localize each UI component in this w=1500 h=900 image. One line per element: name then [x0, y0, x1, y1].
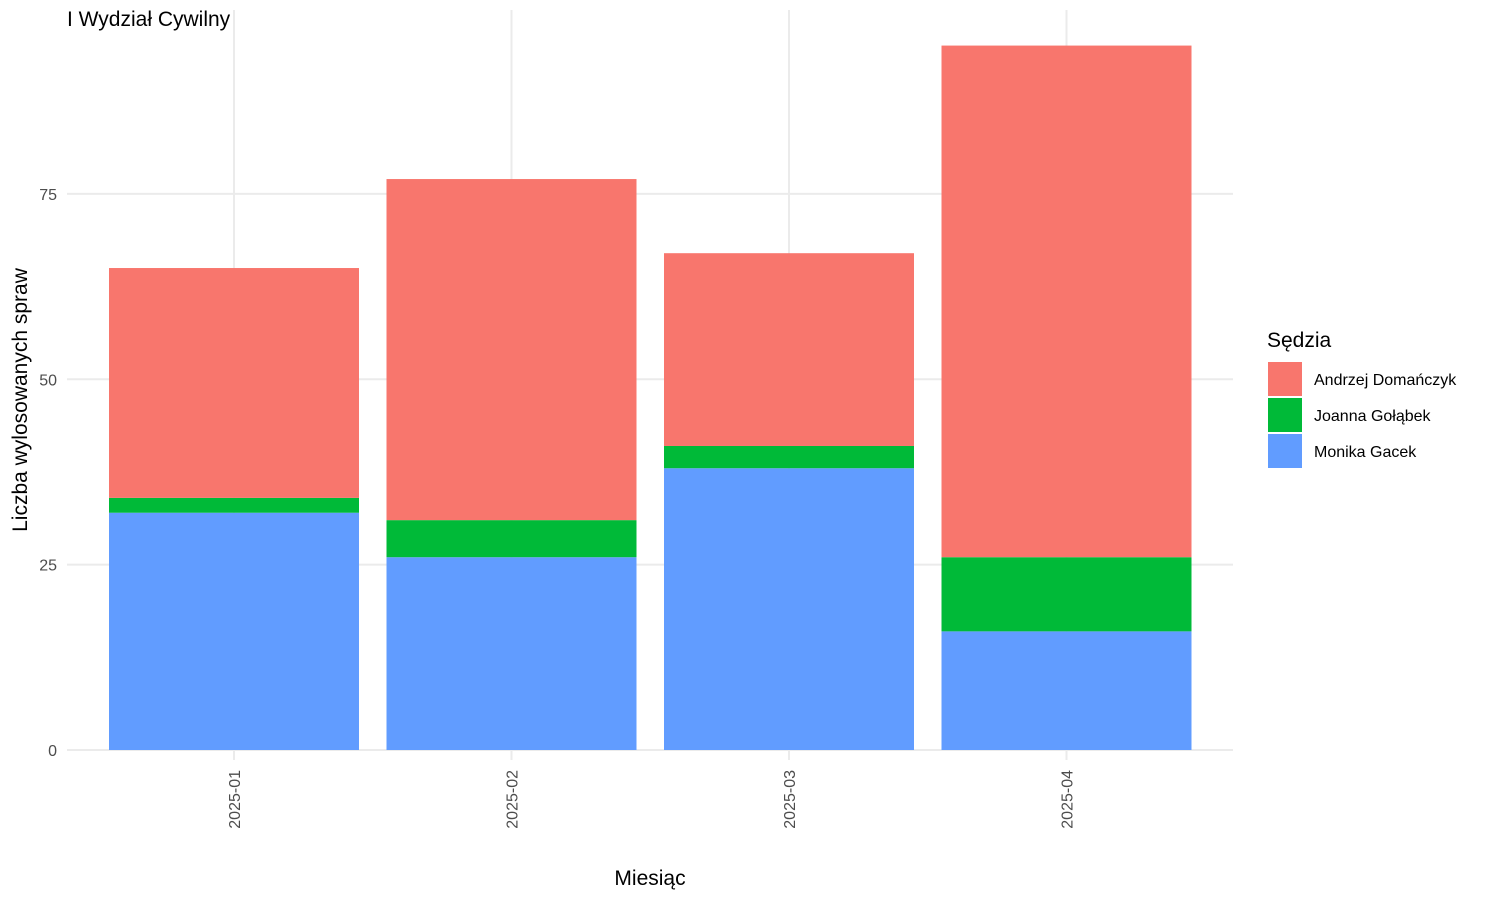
chart-title: I Wydział Cywilny [67, 8, 231, 31]
bar-segment [109, 268, 359, 498]
y-axis-ticks: 0 25 50 75 [39, 187, 57, 760]
bar-segment [664, 468, 914, 750]
legend-title: Sędzia [1267, 329, 1332, 352]
y-tick-label: 50 [39, 372, 57, 389]
bar-segment [109, 497, 359, 513]
bar-segment [109, 512, 359, 750]
bar-segment [941, 631, 1192, 750]
y-tick-label: 25 [39, 558, 57, 575]
y-tick-label: 75 [39, 187, 57, 204]
bar-segment [386, 520, 637, 558]
legend-label: Joanna Gołąbek [1314, 408, 1432, 425]
y-axis-title: Liczba wylosowanych spraw [9, 267, 32, 532]
x-axis-title: Miesiąc [614, 867, 685, 890]
bars [109, 45, 1192, 750]
bar-segment [664, 445, 914, 469]
legend-label: Andrzej Domańczyk [1314, 372, 1457, 389]
x-tick-label: 2025-01 [227, 770, 244, 829]
x-axis-ticks: 2025-01 2025-02 2025-03 2025-04 [227, 770, 1077, 829]
legend-key [1268, 434, 1302, 468]
bar-segment [941, 45, 1192, 558]
bar-segment [941, 557, 1192, 632]
legend-label: Monika Gacek [1314, 444, 1417, 461]
bar-segment [386, 179, 637, 521]
legend-key [1268, 362, 1302, 396]
y-tick-label: 0 [48, 743, 57, 760]
x-tick-label: 2025-03 [782, 770, 799, 829]
bar-segment [386, 557, 637, 750]
bar-segment [664, 253, 914, 446]
x-tick-label: 2025-04 [1060, 770, 1077, 829]
legend: Sędzia Andrzej Domańczyk Joanna Gołąbek Mo… [1267, 329, 1457, 468]
x-tick-label: 2025-02 [505, 770, 522, 829]
legend-key [1268, 398, 1302, 432]
